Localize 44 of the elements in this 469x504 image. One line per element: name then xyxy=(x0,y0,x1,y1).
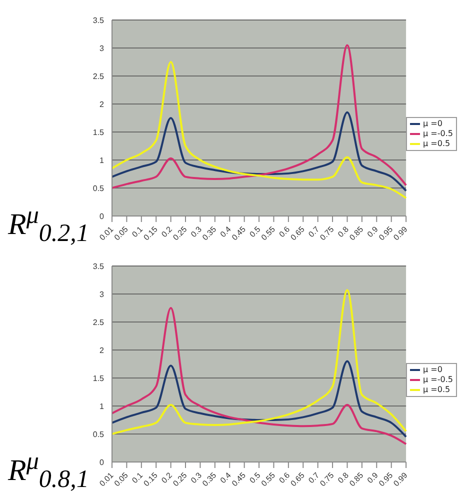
line-series xyxy=(111,360,408,438)
legend-label: μ =-0.5 xyxy=(423,129,453,139)
x-tick-label: 0.9 xyxy=(366,470,380,486)
x-tick-label: 0.5 xyxy=(248,470,263,486)
x-tick-label: 0.3 xyxy=(189,224,204,240)
x-tick-label: 0.9 xyxy=(366,224,380,240)
x-tick-label: 0.7 xyxy=(306,224,322,240)
y-tick-label: 0.5 xyxy=(92,184,105,193)
y-tick-label: 2 xyxy=(100,346,105,355)
x-tick-label: 0.3 xyxy=(189,470,204,486)
x-tick-label: 0.8 xyxy=(336,470,351,486)
y-tick-label: 3.5 xyxy=(92,16,105,25)
y-tick-label: 2.5 xyxy=(92,72,105,81)
y-tick-label: 3.5 xyxy=(92,262,105,271)
y-tick-label: 2.5 xyxy=(92,318,105,327)
x-tick-label: 0.99 xyxy=(392,224,410,242)
x-tick-label: 0.7 xyxy=(306,470,322,486)
line-series xyxy=(111,307,408,446)
x-tick-label: 0.99 xyxy=(392,470,410,488)
x-tick-label: 0.2 xyxy=(160,470,174,486)
y-tick-label: 1 xyxy=(100,402,105,411)
x-tick-label: 0.4 xyxy=(218,470,234,486)
y-tick-label: 0 xyxy=(100,458,105,467)
legend-label: μ =0.5 xyxy=(423,385,450,395)
legend-label: μ =0 xyxy=(423,119,442,129)
y-tick-label: 3 xyxy=(100,290,105,299)
y-tick-label: 2 xyxy=(100,100,105,109)
line-series xyxy=(111,111,408,192)
y-tick-label: 0.5 xyxy=(92,430,105,439)
x-tick-label: 0.2 xyxy=(160,224,174,240)
y-tick-label: 3 xyxy=(100,44,105,53)
y-tick-label: 1.5 xyxy=(92,128,105,137)
legend-label: μ =-0.5 xyxy=(423,375,453,385)
y-tick-label: 1 xyxy=(100,156,105,165)
y-tick-label: 1.5 xyxy=(92,374,105,383)
x-tick-label: 0.4 xyxy=(218,224,234,240)
line-series xyxy=(111,44,408,189)
line-series xyxy=(111,61,408,200)
legend-label: μ =0.5 xyxy=(423,139,450,149)
x-tick-label: 0.5 xyxy=(248,224,263,240)
x-tick-label: 0.8 xyxy=(336,224,351,240)
legend-label: μ =0 xyxy=(423,365,442,375)
y-tick-label: 0 xyxy=(100,212,105,221)
line-series xyxy=(111,289,408,435)
